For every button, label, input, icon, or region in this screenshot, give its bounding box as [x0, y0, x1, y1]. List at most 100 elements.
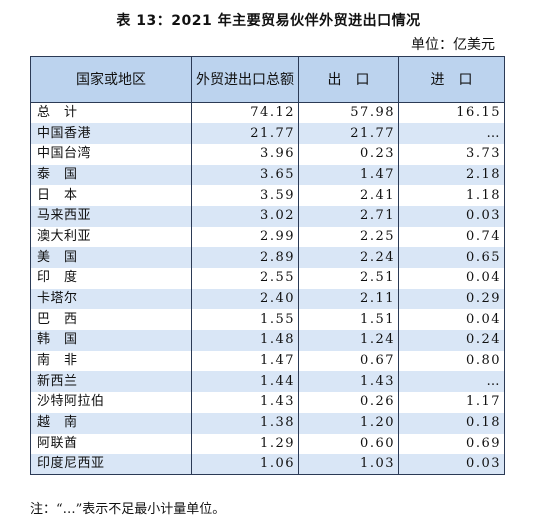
cell-import: 0.69	[398, 433, 505, 455]
cell-region-name: 韩 国	[30, 330, 192, 351]
cell-import: 16.15	[398, 102, 505, 124]
table-row: 南 非 1.47 0.67 0.80	[30, 350, 505, 372]
cell-import: 0.29	[398, 288, 505, 310]
cell-region-name: 日 本	[30, 185, 192, 206]
cell-region-name: 印度尼西亚	[30, 454, 192, 476]
cell-region-name: 南 非	[30, 350, 192, 372]
unit-label: 单位：亿美元	[411, 37, 495, 53]
cell-region-name: 美 国	[30, 247, 192, 268]
cell-region-name: 马来西亚	[30, 205, 192, 227]
table-row: 澳大利亚 2.99 2.25 0.74	[30, 226, 505, 248]
table-title: 表 13：2021 年主要贸易伙伴外贸进出口情况	[116, 13, 421, 29]
cell-total: 1.29	[191, 433, 299, 455]
cell-region-name: 巴 西	[30, 309, 192, 331]
cell-import: 0.18	[398, 412, 505, 434]
table-row: 中国台湾 3.96 0.23 3.73	[30, 143, 505, 165]
cell-import: 2.18	[398, 164, 505, 186]
cell-export: 21.77	[298, 123, 399, 144]
cell-export: 0.26	[298, 392, 399, 413]
cell-export: 2.24	[298, 247, 399, 268]
table-row: 泰 国 3.65 1.47 2.18	[30, 164, 505, 186]
cell-total: 1.55	[191, 309, 299, 331]
cell-export: 1.03	[298, 454, 399, 476]
cell-total: 2.89	[191, 247, 299, 268]
cell-total: 2.99	[191, 226, 299, 248]
table-row: 美 国 2.89 2.24 0.65	[30, 247, 505, 268]
cell-import: 1.18	[398, 185, 505, 206]
table-row: 新西兰 1.44 1.43…	[30, 371, 505, 393]
cell-region-name: 卡塔尔	[30, 288, 192, 310]
header-import: 进 口	[398, 56, 505, 103]
cell-import: 0.04	[398, 309, 505, 331]
cell-total: 3.65	[191, 164, 299, 186]
header-export: 出 口	[298, 56, 399, 103]
cell-import: 0.80	[398, 350, 505, 372]
cell-import: 0.04	[398, 268, 505, 289]
cell-import: 0.03	[398, 454, 505, 476]
cell-total: 74.12	[191, 102, 299, 124]
cell-export: 2.71	[298, 205, 399, 227]
table-row: 韩 国 1.48 1.24 0.24	[30, 330, 505, 351]
cell-import: 0.24	[398, 330, 505, 351]
cell-total: 3.02	[191, 205, 299, 227]
table-row: 沙特阿拉伯 1.43 0.26 1.17	[30, 392, 505, 413]
cell-export: 0.67	[298, 350, 399, 372]
cell-import: …	[398, 123, 505, 144]
header-country: 国家或地区	[30, 56, 192, 103]
cell-total: 21.77	[191, 123, 299, 144]
cell-total: 3.59	[191, 185, 299, 206]
cell-import: 3.73	[398, 143, 505, 165]
footnote: 注：“…”表示不足最小计量单位。	[30, 502, 226, 517]
cell-region-name: 印 度	[30, 268, 192, 289]
table-row: 马来西亚 3.02 2.71 0.03	[30, 205, 505, 227]
table-body: 总 计 74.12 57.98 16.15 中国香港 21.77 21.77… 中国台湾 3.9…	[30, 102, 505, 476]
cell-total: 1.47	[191, 350, 299, 372]
cell-region-name: 中国台湾	[30, 143, 192, 165]
cell-export: 2.41	[298, 185, 399, 206]
cell-export: 0.60	[298, 433, 399, 455]
cell-region-name: 阿联酋	[30, 433, 192, 455]
cell-total: 1.06	[191, 454, 299, 476]
cell-total: 2.55	[191, 268, 299, 289]
table-row: 卡塔尔 2.40 2.11 0.29	[30, 288, 505, 310]
cell-export: 1.43	[298, 371, 399, 393]
cell-import: …	[398, 371, 505, 393]
cell-import: 0.03	[398, 205, 505, 227]
cell-region-name: 中国香港	[30, 123, 192, 144]
cell-region-name: 总 计	[30, 102, 192, 124]
table-row: 总 计 74.12 57.98 16.15	[30, 102, 505, 124]
cell-export: 1.47	[298, 164, 399, 186]
cell-total: 1.44	[191, 371, 299, 393]
header-total: 外贸进出口总额	[191, 56, 299, 103]
cell-export: 2.51	[298, 268, 399, 289]
trade-table: 国家或地区 外贸进出口总额 出 口 进 口 总 计 74.12 57.98 16.15…	[30, 56, 505, 476]
cell-export: 1.51	[298, 309, 399, 331]
cell-total: 1.43	[191, 392, 299, 413]
table-row: 阿联酋 1.29 0.60 0.69	[30, 433, 505, 455]
table-row: 越 南 1.38 1.20 0.18	[30, 412, 505, 434]
cell-import: 0.74	[398, 226, 505, 248]
table-row: 日 本 3.59 2.41 1.18	[30, 185, 505, 206]
cell-export: 2.25	[298, 226, 399, 248]
cell-region-name: 越 南	[30, 412, 192, 434]
table-row: 印度尼西亚 1.06 1.03 0.03	[30, 454, 505, 476]
cell-import: 0.65	[398, 247, 505, 268]
cell-region-name: 沙特阿拉伯	[30, 392, 192, 413]
table-header-row: 国家或地区 外贸进出口总额 出 口 进 口	[30, 56, 505, 103]
table-row: 印 度 2.55 2.51 0.04	[30, 268, 505, 289]
cell-export: 1.20	[298, 412, 399, 434]
table-row: 中国香港 21.77 21.77…	[30, 123, 505, 144]
cell-export: 2.11	[298, 288, 399, 310]
cell-import: 1.17	[398, 392, 505, 413]
table-row: 巴 西 1.55 1.51 0.04	[30, 309, 505, 331]
cell-export: 0.23	[298, 143, 399, 165]
cell-region-name: 泰 国	[30, 164, 192, 186]
cell-total: 1.38	[191, 412, 299, 434]
cell-export: 1.24	[298, 330, 399, 351]
cell-total: 1.48	[191, 330, 299, 351]
cell-total: 2.40	[191, 288, 299, 310]
cell-total: 3.96	[191, 143, 299, 165]
cell-export: 57.98	[298, 102, 399, 124]
cell-region-name: 新西兰	[30, 371, 192, 393]
cell-region-name: 澳大利亚	[30, 226, 192, 248]
